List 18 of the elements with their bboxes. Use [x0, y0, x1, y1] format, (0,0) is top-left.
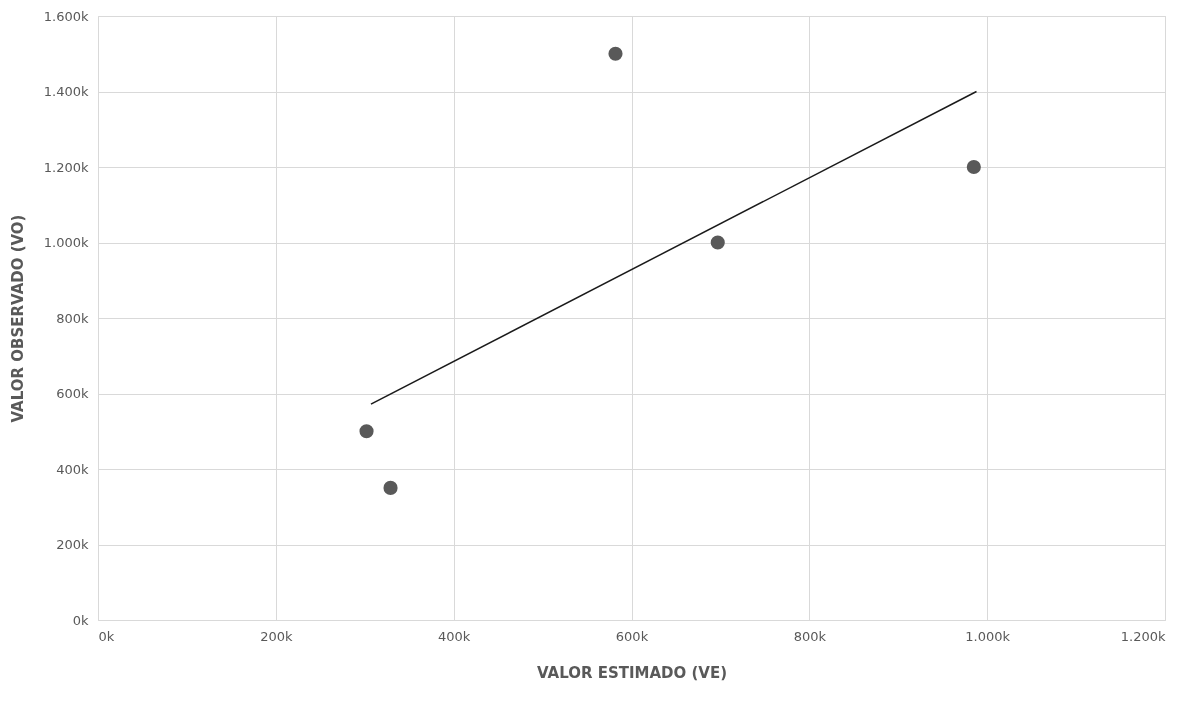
x-axis-title: VALOR ESTIMADO (VE)	[536, 663, 728, 682]
y-tick-label: 200k	[56, 537, 89, 552]
x-tick-label: 200k	[260, 628, 293, 644]
y-tick-label: 1.600k	[43, 8, 89, 24]
x-tick-label: 600k	[615, 628, 649, 644]
x-tick-label: 0k	[98, 628, 115, 644]
y-tick-label: 400k	[56, 461, 89, 477]
y-tick-label: 0k	[72, 612, 89, 628]
y-tick-label: 600k	[56, 386, 89, 401]
y-tick-label: 800k	[56, 310, 89, 326]
x-tick-label: 1.000k	[965, 628, 1011, 644]
x-tick-label: 400k	[437, 628, 471, 644]
x-tick-label: 1.200k	[1120, 628, 1166, 644]
y-axis-title: VALOR OBSERVADO (VO)	[8, 214, 27, 423]
y-tick-label: 1.400k	[43, 84, 89, 99]
x-tick-label: 800k	[793, 628, 827, 644]
y-tick-label: 1.200k	[43, 159, 89, 175]
y-tick-label: 1.000k	[43, 235, 89, 250]
